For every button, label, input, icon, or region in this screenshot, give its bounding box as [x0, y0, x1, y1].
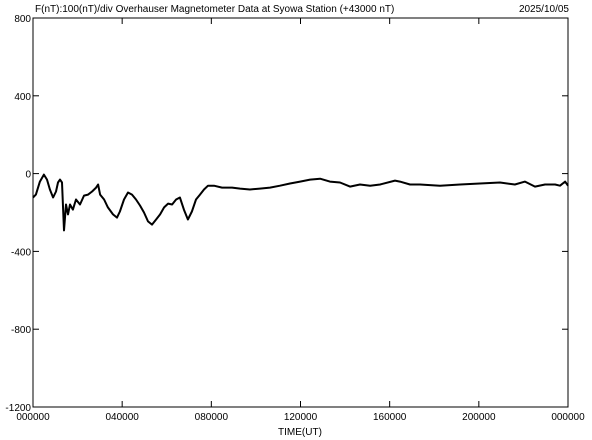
y-tick-label: -800: [11, 325, 31, 336]
y-tick-label: -400: [11, 247, 31, 258]
y-tick-label: 800: [14, 14, 31, 25]
x-axis-label: TIME(UT): [278, 427, 322, 438]
x-tick-label: 080000: [195, 412, 229, 423]
date: 2025/10/05: [519, 4, 569, 15]
x-tick-label: 000000: [551, 412, 585, 423]
y-tick-label: 0: [25, 170, 31, 181]
y-tick-label: -1200: [5, 403, 31, 414]
y-tick-label: 400: [14, 92, 31, 103]
chart-title: F(nT):100(nT)/div Overhauser Magnetomete…: [35, 4, 394, 15]
x-tick-label: 040000: [105, 412, 139, 423]
x-tick-label: 200000: [462, 412, 496, 423]
x-tick-label: 120000: [284, 412, 318, 423]
data-line: [32, 173, 569, 232]
x-tick-label: 000000: [16, 412, 50, 423]
x-tick-label: 160000: [373, 412, 407, 423]
